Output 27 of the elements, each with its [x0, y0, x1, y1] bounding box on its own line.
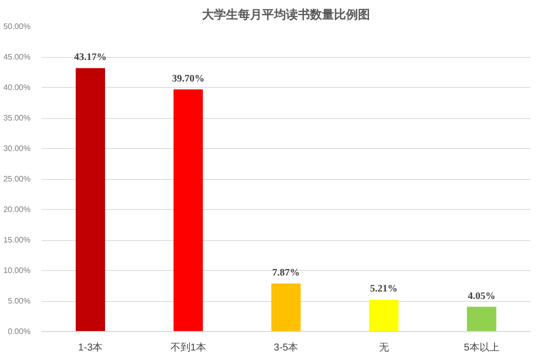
bar	[369, 300, 398, 332]
x-tick-label: 3-5本	[274, 342, 298, 354]
x-tick-label: 不到1本	[170, 342, 206, 354]
bar	[174, 89, 203, 332]
bar	[76, 68, 106, 332]
data-label: 5.21%	[370, 284, 398, 295]
data-label: 7.87%	[272, 267, 300, 278]
y-tick-label: 0.00%	[8, 327, 31, 336]
data-label: 39.70%	[172, 73, 204, 84]
y-tick-label: 25.00%	[3, 174, 31, 184]
y-tick-label: 10.00%	[3, 266, 31, 275]
bar	[466, 306, 496, 332]
y-tick-label: 35.00%	[3, 114, 31, 122]
y-tick-label: 50.00%	[3, 22, 31, 31]
data-label: 4.05%	[468, 290, 496, 302]
x-tick-label: 无	[378, 342, 389, 354]
chart-title: 大学生每月平均读书数量比例图	[202, 8, 370, 22]
y-tick-label: 40.00%	[3, 83, 31, 92]
x-tick-label: 5本以上	[464, 342, 500, 354]
y-tick-label: 30.00%	[3, 144, 31, 153]
x-tick-label: 1-3本	[78, 342, 103, 354]
bar	[271, 283, 301, 332]
y-tick-label: 20.00%	[3, 205, 31, 214]
data-label: 43.17%	[74, 52, 107, 64]
y-tick-label: 45.00%	[3, 52, 31, 62]
y-tick-label: 15.00%	[3, 236, 31, 244]
y-tick-label: 5.00%	[8, 296, 31, 306]
